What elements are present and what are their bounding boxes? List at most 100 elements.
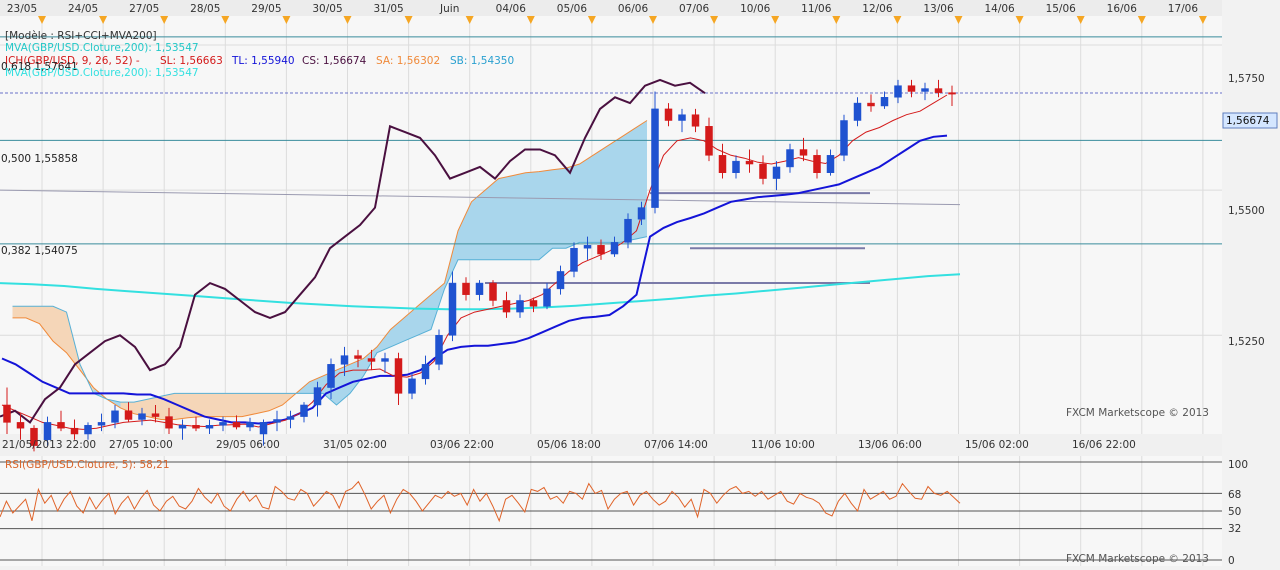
- date-marker-icon: [1015, 16, 1024, 24]
- candle-body: [300, 404, 308, 417]
- candle-body: [16, 422, 25, 429]
- candle-body: [543, 288, 551, 307]
- cloud-segment: [53, 306, 67, 353]
- candle-body: [246, 422, 254, 428]
- price-axis: [1222, 16, 1280, 434]
- rsi-axis-labels: 100 68 50 32 0: [1228, 459, 1248, 567]
- legend-ichimoku-cs: CS: 1,56674: [302, 55, 367, 67]
- date-marker-icon: [160, 16, 169, 24]
- candle-body: [97, 422, 106, 426]
- time-axis: [0, 434, 1222, 456]
- legend-ichimoku-name: ICH(GBP/USD, 9, 26, 52) -: [5, 55, 140, 67]
- trend-line: [0, 189, 961, 206]
- cloud-segment: [350, 358, 364, 394]
- time-axis-label: 29/05 06:00: [216, 439, 280, 451]
- candle-body: [907, 85, 916, 92]
- candle-body: [529, 300, 538, 307]
- cloud-segment: [336, 364, 350, 405]
- time-axis-label: 13/06 06:00: [858, 439, 922, 451]
- candle-body: [408, 378, 416, 394]
- price-label-1-5500: 1,5500: [1228, 205, 1265, 217]
- date-marker-icon: [893, 16, 902, 24]
- indicator-lines: [0, 78, 961, 430]
- cloud-segment: [39, 306, 53, 342]
- top-date-label: 07/06: [679, 3, 710, 15]
- cloud-segment: [12, 306, 26, 318]
- candle-body: [718, 155, 727, 173]
- cloud-segment: [390, 317, 404, 347]
- top-date-label: 17/06: [1168, 3, 1199, 15]
- candle-body: [84, 425, 92, 435]
- candle-body: [516, 300, 524, 313]
- cloud-segment: [471, 190, 485, 260]
- legend: [Modèle : RSI+CCI+MVA200] MVA(GBP/USD.Cl…: [1, 30, 514, 257]
- candle-body: [124, 410, 133, 420]
- candle-body: [489, 282, 497, 301]
- price-label-1-5250: 1,5250: [1228, 336, 1265, 348]
- legend-fib-618: 0,618 1,57641: [1, 61, 78, 73]
- candle-body: [3, 404, 11, 423]
- cloud-segment: [242, 393, 256, 417]
- candle-body: [273, 419, 281, 423]
- date-marker-icon: [1137, 16, 1146, 24]
- rsi-label-0: 0: [1228, 555, 1235, 566]
- candle-body: [624, 218, 632, 243]
- cloud-segment: [417, 294, 431, 336]
- rsi-panel: [0, 461, 1222, 561]
- candle-body: [138, 413, 146, 420]
- time-axis-label: 11/06 10:00: [751, 439, 815, 451]
- candle-body: [948, 92, 956, 95]
- time-axis-label: 03/06 22:00: [430, 439, 494, 451]
- current-price-marker: [1222, 112, 1278, 129]
- top-date-label: 16/06: [1107, 3, 1138, 15]
- price-axis-labels: 1,5750 1,5500 1,5250 1,56674: [1222, 73, 1278, 348]
- candle-body: [70, 427, 79, 435]
- legend-ichimoku-sl: SL: 1,56663: [160, 55, 223, 67]
- candle-body: [421, 364, 430, 380]
- top-date-label: 11/06: [801, 3, 832, 15]
- candle-body: [354, 355, 362, 359]
- cloud-segment: [458, 201, 472, 260]
- candle-body: [219, 422, 227, 426]
- top-date-label: Juin: [439, 3, 459, 15]
- date-marker-icon: [526, 16, 535, 24]
- rsi-label-100: 100: [1228, 459, 1248, 471]
- rsi-label-68: 68: [1228, 489, 1241, 501]
- legend-mva-ghost: MVA(GBP/USD.Cloture,200): 1,53547: [5, 67, 199, 79]
- cloud-segment: [228, 393, 242, 417]
- date-marker-icon: [771, 16, 780, 24]
- date-marker-icon: [587, 16, 596, 24]
- chikou-span-line: [0, 78, 706, 424]
- date-marker-icon: [38, 16, 46, 24]
- cloud-segment: [606, 137, 620, 243]
- date-marker-icon: [343, 16, 352, 24]
- date-marker-icon: [282, 16, 291, 24]
- legend-mva: MVA(GBP/USD.Cloture,200): 1,53547: [5, 42, 199, 54]
- fib-label-500: 0,500 1,55858: [1, 153, 78, 165]
- cloud-segment: [498, 175, 512, 260]
- time-axis-label: 15/06 02:00: [965, 439, 1029, 451]
- rsi-line: [0, 480, 961, 523]
- candle-body: [705, 126, 713, 156]
- date-labels: 23/05 24/05 27/05 28/05 29/05 30/05 31/05 Juin 0…: [2, 3, 1207, 451]
- candle-body: [637, 207, 646, 220]
- candle-body: [840, 120, 848, 156]
- date-marker-icon: [649, 16, 657, 24]
- cloud-segment: [566, 164, 580, 249]
- candle-body: [327, 364, 335, 388]
- top-date-label: 14/06: [984, 3, 1015, 15]
- time-axis-label: 27/05 10:00: [109, 439, 173, 451]
- candlesticks: [3, 79, 956, 452]
- candle-body: [745, 160, 754, 165]
- kijun-sen-line: [1, 134, 948, 425]
- legend-ichimoku-tl: TL: 1,55940: [231, 55, 295, 67]
- candle-body: [178, 425, 187, 429]
- candle-body: [57, 422, 65, 429]
- candle-body: [678, 114, 686, 121]
- candle-body: [772, 166, 781, 179]
- date-marker-icon: [954, 16, 963, 24]
- cloud-segment: [377, 329, 391, 353]
- candle-body: [192, 425, 200, 429]
- top-date-label: 10/06: [740, 3, 771, 15]
- candle-body: [799, 149, 808, 156]
